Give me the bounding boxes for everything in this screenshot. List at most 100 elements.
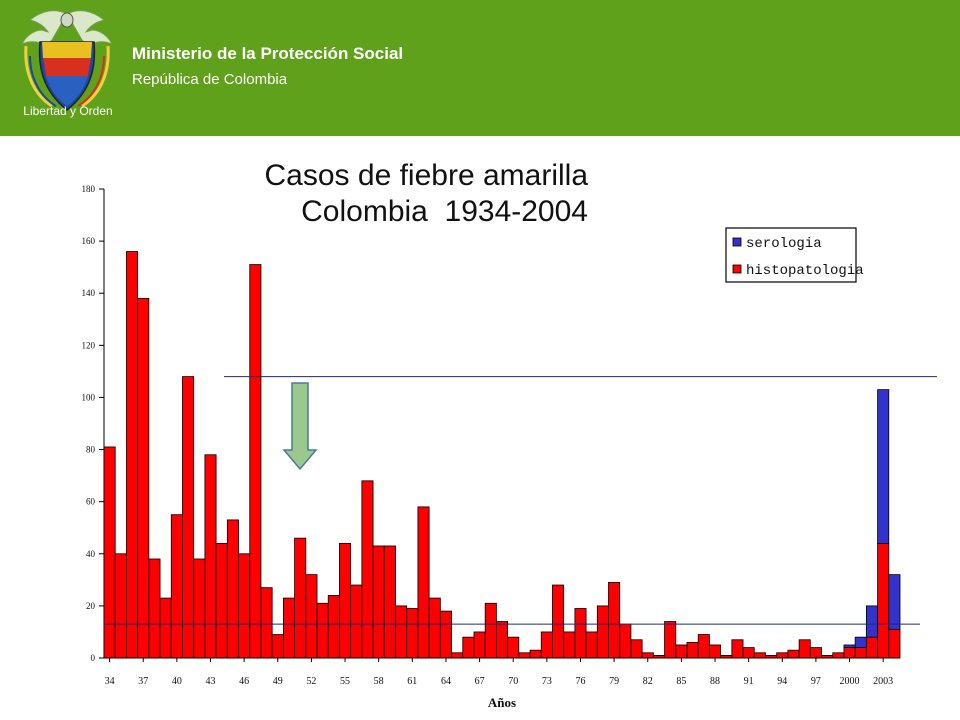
- bar-histopatologia-1948: [260, 587, 273, 659]
- x-tick-label: 76: [575, 676, 585, 687]
- bar-histopatologia-1972: [529, 649, 542, 659]
- bar-histopatologia-1984: [664, 621, 677, 659]
- bar-histopatologia-1975: [563, 631, 576, 659]
- bar-histopatologia-2000: [843, 647, 856, 659]
- bar-histopatologia-1955: [339, 542, 352, 659]
- bar-histopatologia-1963: [428, 597, 441, 659]
- x-tick-label: 70: [508, 676, 518, 687]
- x-tick-label: 52: [306, 676, 316, 687]
- bar-histopatologia-1976: [574, 608, 587, 659]
- x-tick-label: 97: [811, 676, 821, 687]
- bar-histopatologia-1977: [585, 631, 598, 659]
- legend-swatch-histopatologia: [732, 264, 742, 274]
- bar-serologia-2003: [877, 389, 890, 544]
- y-tick-label: 20: [86, 601, 96, 611]
- country-name: República de Colombia: [132, 71, 288, 88]
- bar-histopatologia-1937: [137, 298, 150, 659]
- bar-histopatologia-1964: [439, 610, 452, 659]
- x-axis-label: Años: [488, 695, 516, 710]
- x-tick-label: 88: [710, 676, 720, 687]
- legend-label-serologia: serologia: [746, 236, 822, 252]
- bar-serologia-2002: [865, 605, 878, 638]
- bar-histopatologia-1985: [675, 644, 688, 659]
- bar-histopatologia-1957: [361, 480, 374, 659]
- bar-histopatologia-1994: [776, 652, 789, 659]
- bar-histopatologia-1978: [596, 605, 609, 659]
- x-tick-label: 40: [172, 676, 182, 687]
- legend-label-histopatologia: histopatologia: [746, 263, 864, 279]
- y-tick-label: 40: [86, 549, 96, 559]
- chart-title: Casos de fiebre amarilla Colombia 1934-2…: [265, 158, 588, 230]
- chart-title-line-2: Colombia 1934-2004: [301, 195, 588, 228]
- coat-of-arms-icon: [20, 10, 114, 111]
- chart-legend: serologia histopatologia: [725, 227, 864, 283]
- down-arrow-annotation: [282, 382, 318, 471]
- bar-histopatologia-1966: [462, 636, 475, 659]
- header-banner: Libertad y Orden Ministerio de la Protec…: [0, 0, 960, 136]
- x-tick-label: 67: [475, 676, 485, 687]
- bar-histopatologia-2001: [854, 647, 867, 659]
- legend-box: [725, 227, 857, 283]
- bar-serologia-2001: [854, 636, 867, 648]
- bar-histopatologia-1943: [204, 454, 217, 659]
- bar-histopatologia-1951: [294, 537, 307, 659]
- bar-histopatologia-1982: [641, 652, 654, 659]
- bar-histopatologia-1953: [316, 602, 329, 659]
- bar-histopatologia-2003: [877, 542, 890, 659]
- bar-histopatologia-1991: [742, 647, 755, 659]
- bar-histopatologia-1988: [709, 644, 722, 659]
- bar-histopatologia-1970: [507, 636, 520, 659]
- bar-histopatologia-1941: [182, 376, 195, 659]
- y-tick-label: 160: [82, 236, 96, 246]
- bar-histopatologia-1944: [215, 542, 228, 659]
- bars: [103, 251, 901, 659]
- bar-histopatologia-1940: [170, 514, 183, 659]
- x-tick-label: 85: [676, 676, 686, 687]
- x-tick-label: 49: [273, 676, 283, 687]
- y-tick-label: 140: [82, 288, 96, 298]
- bar-histopatologia-1960: [395, 605, 408, 659]
- bar-histopatologia-1961: [406, 608, 419, 659]
- bar-histopatologia-1997: [809, 647, 822, 659]
- bar-serologia-2000: [843, 644, 856, 648]
- bar-histopatologia-1945: [226, 519, 239, 659]
- bar-histopatologia-1958: [372, 545, 385, 659]
- bar-histopatologia-1986: [686, 641, 699, 659]
- bar-histopatologia-1962: [417, 506, 430, 659]
- bar-histopatologia-1999: [832, 652, 845, 659]
- ministry-name: Ministerio de la Protección Social: [132, 44, 404, 63]
- bar-histopatologia-1968: [484, 602, 497, 659]
- x-tick-label: 55: [340, 676, 350, 687]
- bar-histopatologia-1979: [608, 582, 621, 659]
- bar-histopatologia-1969: [495, 621, 509, 659]
- bar-histopatologia-1992: [753, 652, 766, 659]
- x-tick-label: 79: [609, 676, 619, 687]
- bar-histopatologia-1939: [159, 597, 172, 659]
- bar-histopatologia-1959: [383, 545, 396, 659]
- x-tick-label: 73: [542, 676, 552, 687]
- bar-histopatologia-1949: [271, 634, 284, 659]
- y-tick-label: 100: [82, 392, 96, 402]
- y-tick-label: 60: [86, 497, 96, 507]
- x-tick-label: 34: [105, 676, 115, 687]
- bar-histopatologia-1956: [350, 584, 363, 659]
- legend-swatch-serologia: [732, 237, 742, 247]
- bar-serologia-2004: [888, 574, 901, 630]
- bar-histopatologia-1974: [552, 584, 565, 659]
- bar-histopatologia-1981: [630, 639, 643, 659]
- x-axis: 34 37 40 43 46 49 52 55 58 61 64 67 70 73 76 79 82 85 88 91…: [104, 657, 900, 687]
- bar-histopatologia-1965: [451, 652, 464, 659]
- bar-histopatologia-1971: [518, 652, 531, 659]
- x-tick-label: 37: [138, 676, 148, 687]
- y-axis: 0 20 40 60 80 100 120 140 160 180: [82, 184, 105, 663]
- bar-histopatologia-1942: [193, 558, 206, 659]
- y-tick-label: 180: [82, 184, 96, 194]
- bar-histopatologia-1954: [327, 595, 340, 659]
- bar-histopatologia-1995: [787, 649, 800, 659]
- bar-histopatologia-1934: [103, 446, 116, 659]
- bar-histopatologia-1987: [697, 634, 710, 659]
- x-tick-label: 82: [643, 676, 653, 687]
- bar-histopatologia-1952: [305, 574, 318, 659]
- chart-title-line-1: Casos de fiebre amarilla: [264, 159, 588, 192]
